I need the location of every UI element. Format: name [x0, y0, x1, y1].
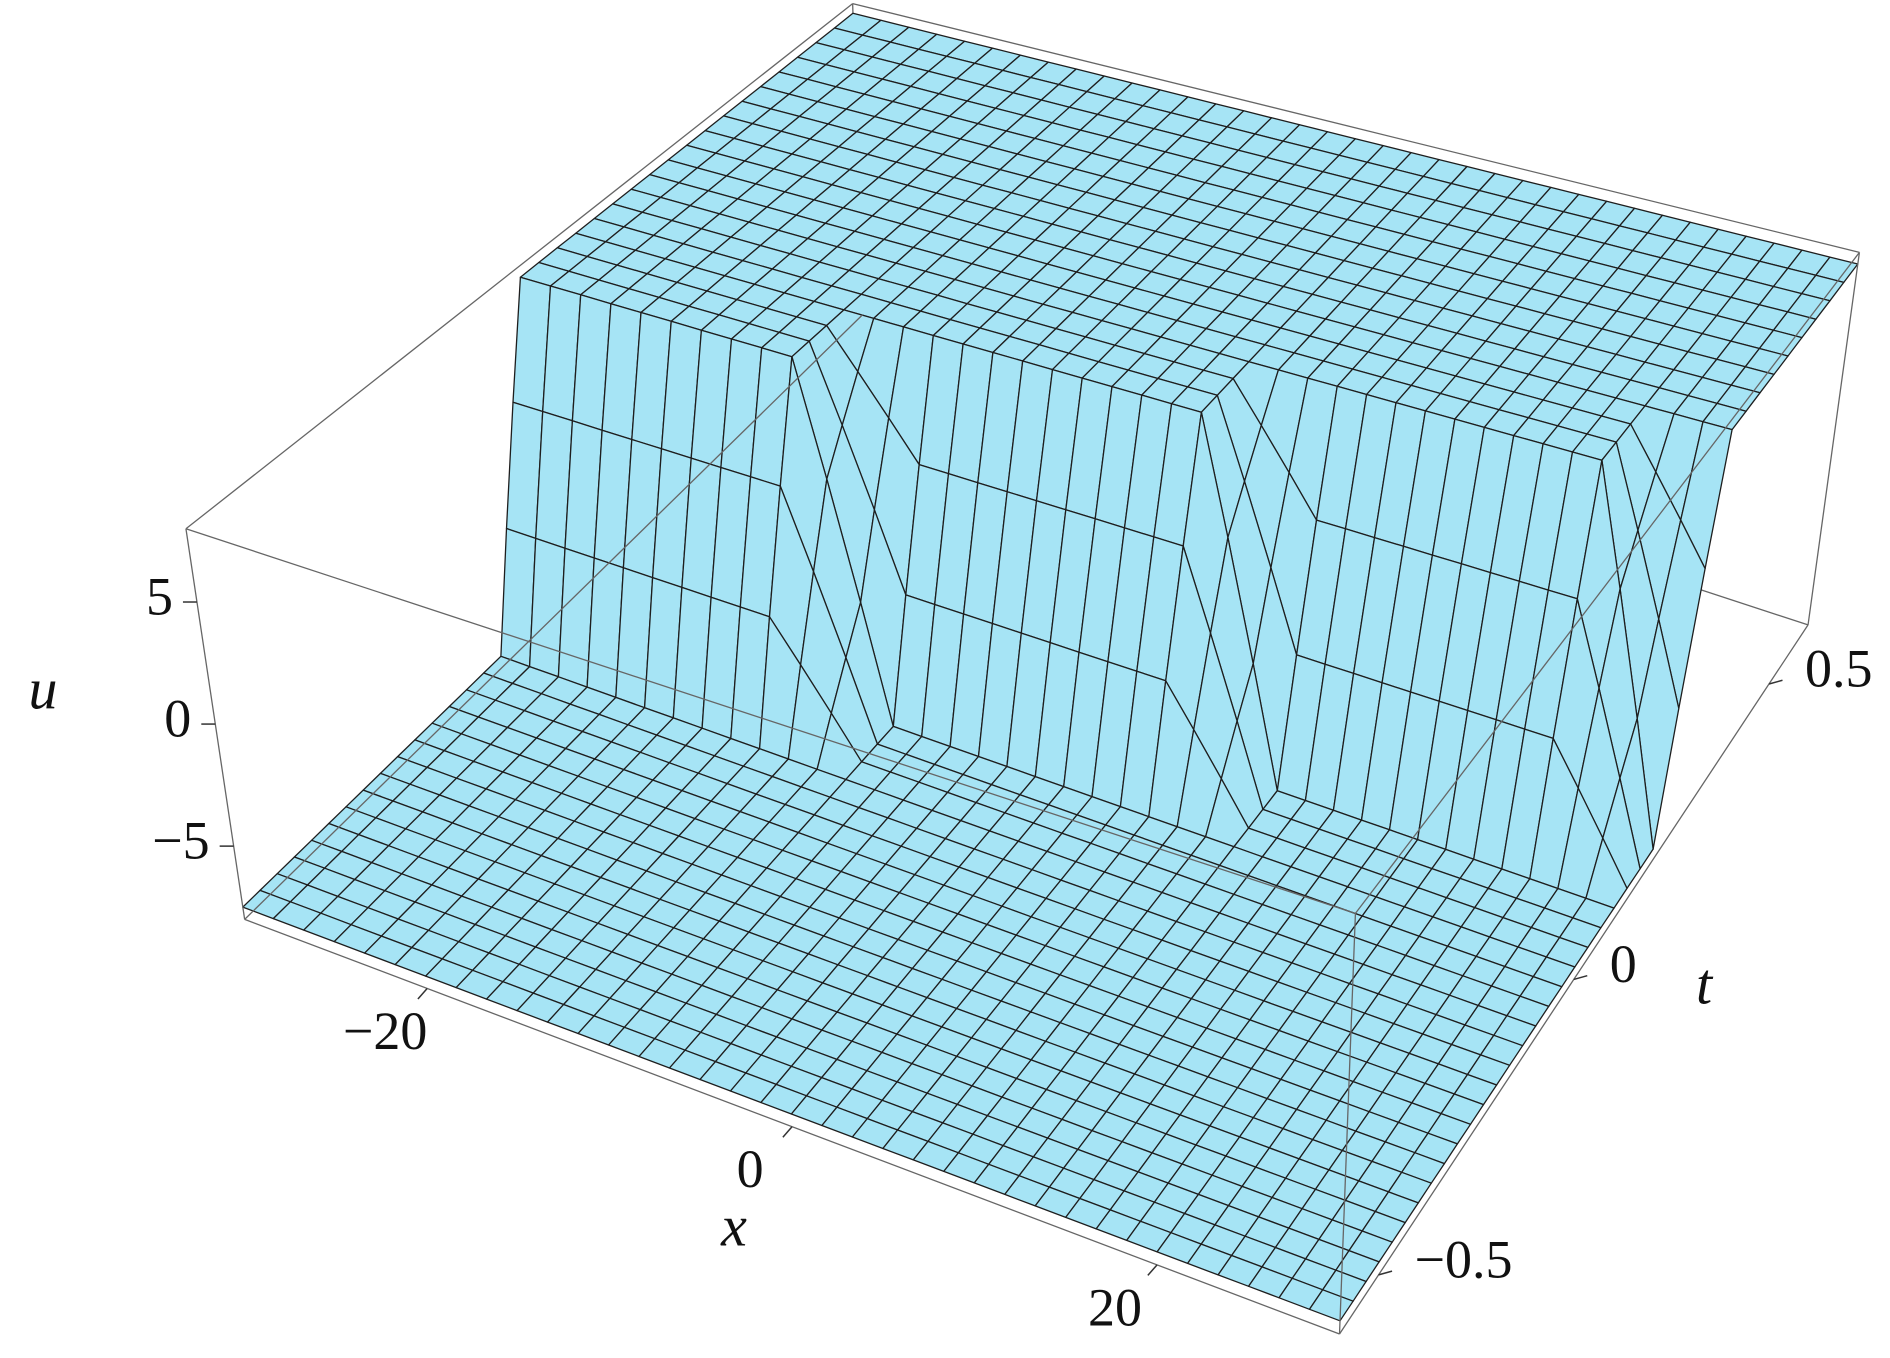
box-front: −20 0 20 −0.5 0 0.5 −5 0 5	[146, 2, 1873, 1337]
tick-mark	[1768, 679, 1783, 685]
z-tick-label: 0	[164, 688, 191, 748]
tick-mark	[1573, 974, 1588, 981]
surface-patch	[1308, 1289, 1354, 1322]
x-tick-label: −20	[343, 1001, 427, 1061]
z-tick-label: 5	[146, 566, 173, 626]
box-edge	[852, 2, 1860, 254]
box-edge	[1338, 624, 1809, 1335]
tick-mark	[782, 1126, 793, 1138]
box-edge	[185, 528, 1356, 914]
z-axis-title: u	[29, 656, 58, 721]
x-tick-label: 20	[1088, 1277, 1142, 1337]
tick-mark	[1147, 1264, 1158, 1276]
box-edge	[1354, 251, 1860, 914]
x-tick-label: 0	[737, 1139, 764, 1199]
box-edge	[1338, 913, 1357, 1334]
y-tick-label: 0	[1610, 934, 1637, 994]
x-axis-title: x	[720, 1193, 747, 1258]
y-tick-label: 0.5	[1805, 638, 1873, 698]
surface	[242, 12, 1859, 1322]
y-tick-label: −0.5	[1415, 1229, 1513, 1289]
tick-mark	[1378, 1270, 1393, 1276]
box-edge	[1807, 252, 1861, 626]
box-edge	[185, 3, 854, 530]
y-axis-title: t	[1696, 951, 1714, 1016]
box-edge	[244, 314, 863, 920]
z-tick-label: −5	[152, 811, 209, 871]
tick-mark	[417, 987, 428, 1000]
